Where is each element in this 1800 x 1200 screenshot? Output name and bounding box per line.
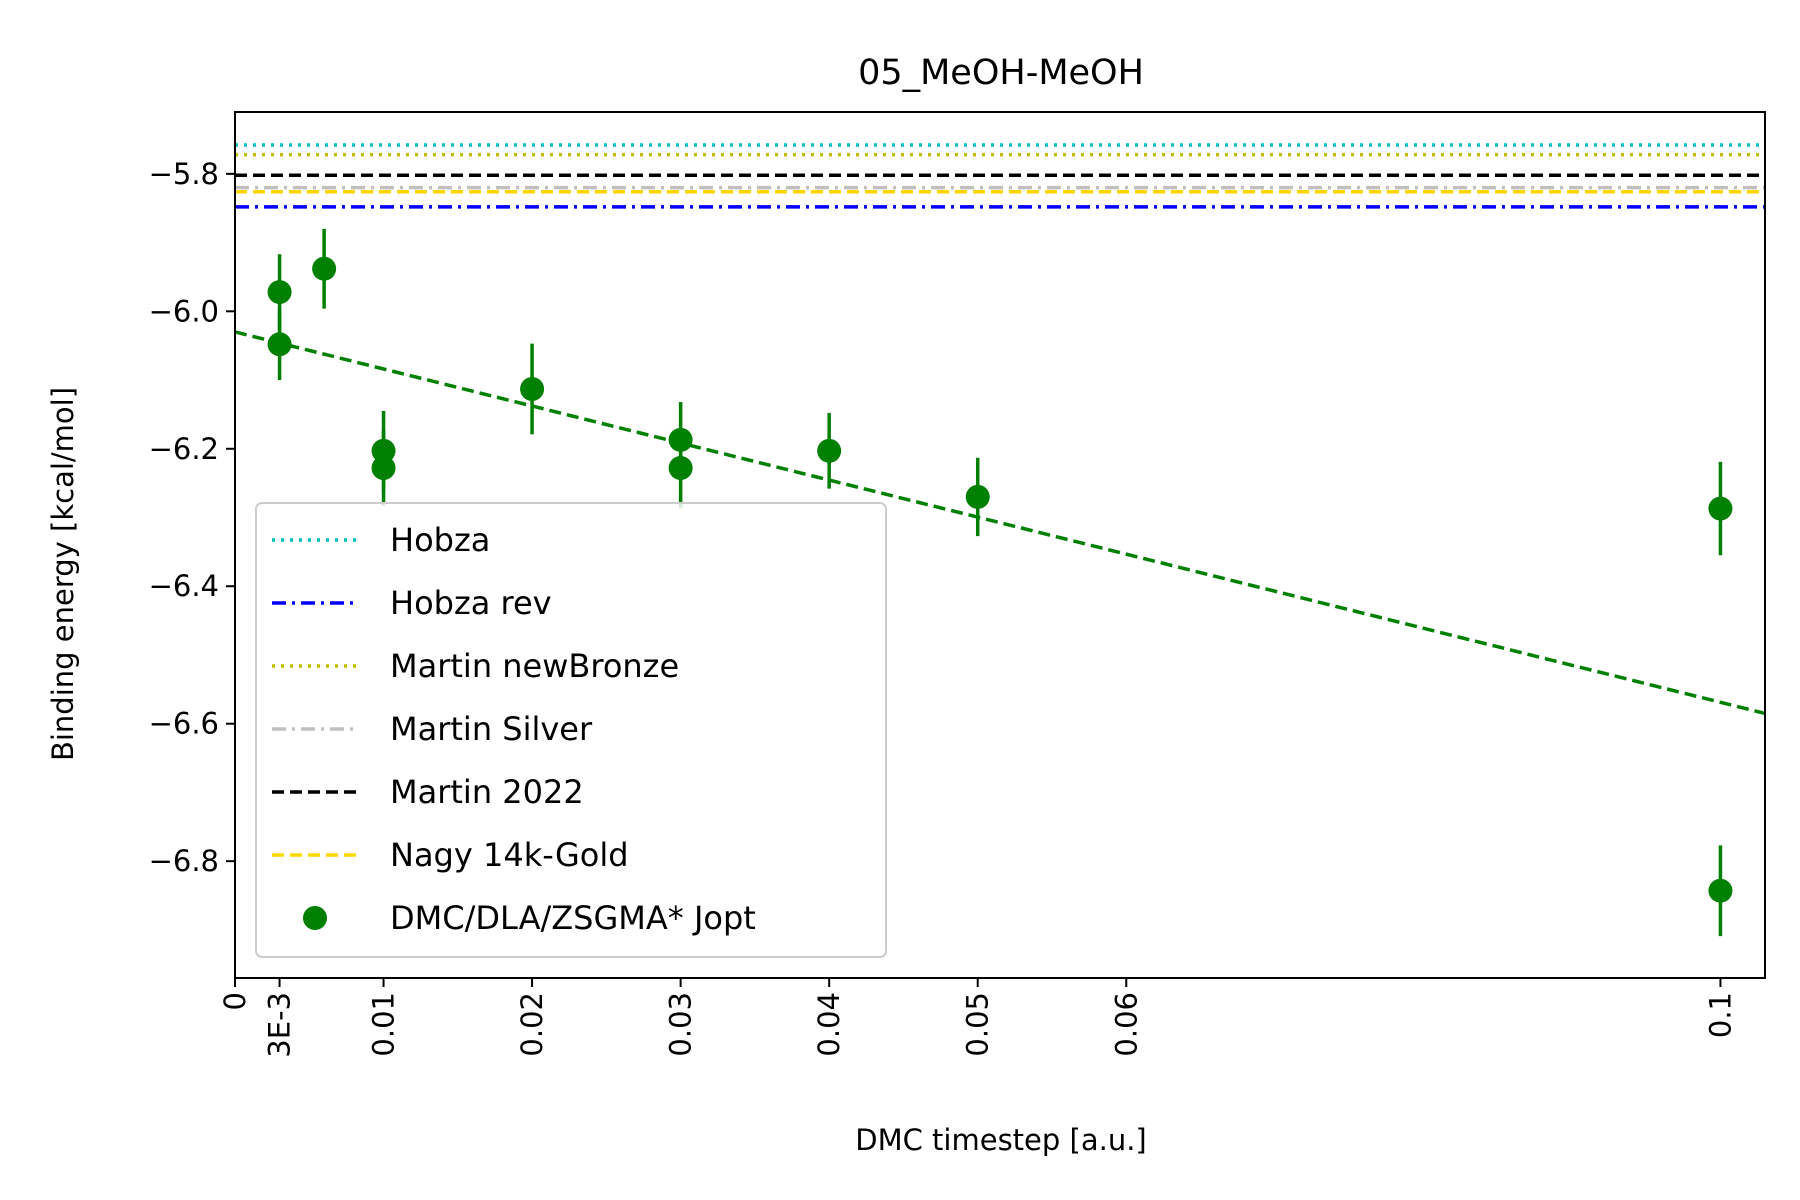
y-tick-label-5: −6.8	[149, 844, 219, 878]
legend-label-4: Martin 2022	[390, 773, 584, 811]
y-tick-label-0: −5.8	[149, 157, 219, 191]
legend-box	[255, 502, 887, 958]
legend-label-6: DMC/DLA/ZSGMA* Jopt	[390, 899, 756, 937]
x-tick-label-6: 0.05	[961, 992, 995, 1057]
y-axis-title: Binding energy [kcal/mol]	[46, 387, 80, 761]
x-tick-label-3: 0.02	[515, 992, 549, 1057]
data-point-11	[1708, 878, 1733, 903]
x-axis-title: DMC timestep [a.u.]	[855, 1123, 1147, 1157]
legend-label-2: Martin newBronze	[390, 647, 679, 685]
x-tick-label-8: 0.1	[1703, 992, 1737, 1038]
y-tick-label-3: −6.4	[149, 569, 219, 603]
x-tick-label-7: 0.06	[1109, 992, 1143, 1057]
legend: Hobza Hobza rev Martin newBronze Martin Sil…	[255, 502, 887, 958]
legend-label-5: Nagy 14k-Gold	[390, 836, 629, 874]
plot-frame	[234, 111, 1766, 979]
data-point-5	[520, 376, 545, 401]
legend-swatch-6	[303, 906, 327, 930]
data-point-2	[312, 256, 337, 281]
x-axis-ticks: 0 3E-3 0.01 0.02 0.03 0.04 0.05 0.06 0.1	[218, 978, 1737, 1058]
chart-title: 05_MeOH-MeOH	[858, 53, 1144, 93]
data-point-10	[1708, 496, 1733, 521]
data-point-0	[267, 280, 292, 305]
fit-line	[235, 330, 1765, 716]
x-tick-label-5: 0.04	[812, 992, 846, 1057]
data-point-7	[668, 456, 693, 481]
data-points	[267, 228, 1733, 937]
data-point-8	[817, 438, 842, 463]
legend-label-0: Hobza	[390, 521, 490, 559]
legend-label-1: Hobza rev	[390, 584, 552, 622]
x-tick-label-2: 0.01	[367, 992, 401, 1057]
data-point-9	[965, 484, 990, 509]
reference-lines	[235, 143, 1765, 209]
y-tick-label-1: −6.0	[149, 294, 219, 328]
y-axis-ticks: −5.8 −6.0 −6.2 −6.4 −6.6 −6.8	[149, 157, 235, 878]
y-tick-label-4: −6.6	[149, 707, 219, 741]
data-point-4	[371, 456, 396, 481]
data-point-1	[267, 332, 292, 357]
legend-label-3: Martin Silver	[390, 710, 593, 748]
y-tick-label-2: −6.2	[149, 432, 219, 466]
fit-line-group	[235, 330, 1765, 716]
x-tick-label-4: 0.03	[664, 992, 698, 1057]
x-tick-label-0: 0	[218, 992, 252, 1010]
x-tick-label-1: 3E-3	[263, 992, 297, 1058]
